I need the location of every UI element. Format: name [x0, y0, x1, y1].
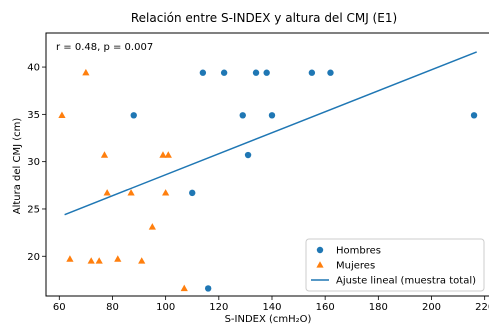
- y-tick-label: 40: [27, 63, 40, 74]
- y-tick-label: 25: [27, 204, 40, 215]
- point-mujeres: [159, 151, 167, 158]
- x-tick-label: 120: [209, 302, 228, 313]
- legend-label: Hombres: [336, 246, 381, 257]
- plot-frame: [45, 32, 489, 297]
- x-tick-label: 140: [262, 302, 281, 313]
- x-tick-label: 60: [53, 302, 66, 313]
- point-mujeres: [82, 68, 90, 76]
- y-axis-label: Altura del CMJ (cm): [12, 118, 23, 215]
- point-hombres: [199, 69, 207, 76]
- point-mujeres: [148, 223, 156, 230]
- point-mujeres: [100, 151, 109, 158]
- point-mujeres: [127, 189, 135, 196]
- point-mujeres: [164, 151, 172, 158]
- point-hombres: [327, 69, 334, 76]
- point-hombres: [239, 112, 246, 119]
- x-tick-label: 200: [422, 302, 441, 313]
- point-mujeres: [103, 189, 111, 196]
- point-mujeres: [87, 257, 95, 264]
- point-hombres: [470, 112, 478, 119]
- legend: Hombres Mujeres Ajuste lineal (muestra tot…: [305, 238, 485, 292]
- point-mujeres: [95, 257, 103, 264]
- fit-line: [64, 51, 477, 216]
- point-mujeres: [162, 189, 170, 196]
- point-hombres: [130, 112, 137, 119]
- point-mujeres: [66, 255, 74, 262]
- point-hombres: [252, 69, 260, 76]
- x-axis-label: S-INDEX (cmH₂O): [225, 314, 312, 325]
- y-tick-label: 30: [27, 157, 40, 168]
- x-tick-label: 180: [369, 302, 388, 313]
- stats-annotation: r = 0.48, p = 0.007: [56, 42, 153, 53]
- point-hombres: [220, 69, 228, 76]
- point-mujeres: [180, 284, 188, 292]
- legend-marker-hombres: [316, 246, 324, 254]
- x-tick-label: 220: [475, 302, 489, 313]
- x-tick-label: 100: [156, 302, 175, 313]
- point-hombres: [189, 189, 196, 197]
- chart-title: Relación entre S-INDEX y altura del CMJ …: [131, 11, 397, 25]
- legend-marker-mujeres: [316, 261, 324, 268]
- legend-box: [305, 238, 485, 292]
- point-hombres: [263, 69, 270, 76]
- point-hombres: [244, 151, 252, 159]
- point-mujeres: [138, 257, 146, 264]
- point-hombres: [268, 112, 276, 119]
- point-mujeres: [58, 111, 66, 118]
- y-tick-label: 35: [27, 110, 40, 121]
- y-tick-label: 20: [27, 252, 40, 263]
- point-hombres: [204, 285, 212, 292]
- legend-label: Ajuste lineal (muestra total): [336, 276, 476, 287]
- point-mujeres: [114, 255, 122, 262]
- legend-label: Mujeres: [336, 261, 375, 272]
- point-hombres: [308, 69, 316, 76]
- x-tick-label: 160: [316, 302, 335, 313]
- x-tick-label: 80: [106, 302, 119, 313]
